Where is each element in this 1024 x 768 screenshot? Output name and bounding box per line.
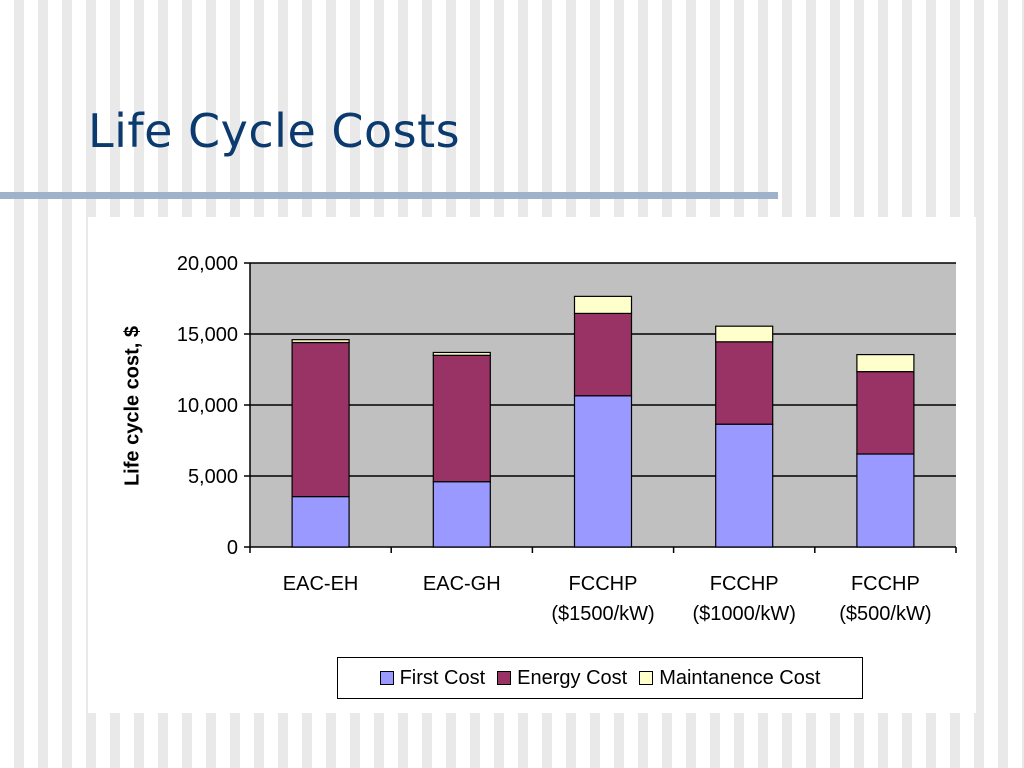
y-tick-label: 10,000 (177, 395, 238, 417)
bar-segment-energy-cost (432, 354, 491, 483)
bar-segment-first-cost (291, 495, 350, 548)
y-tick-label: 5,000 (188, 466, 238, 488)
x-tick-label: EAC-GH (423, 573, 501, 595)
bar-segment-energy-cost (715, 341, 774, 425)
bar-segment-energy-cost (291, 341, 350, 498)
slide-title: Life Cycle Costs (88, 104, 461, 158)
bar-segment-energy-cost (573, 312, 633, 397)
legend-item: First Cost (379, 666, 486, 690)
legend-item: Maintanence Cost (639, 667, 820, 690)
x-tick-label: FCCHP (710, 573, 779, 595)
bar-segment-maintanence-cost (291, 339, 350, 344)
y-axis-label: Life cycle cost, $ (121, 325, 144, 487)
title-divider (0, 192, 778, 199)
bar-segment-first-cost (856, 453, 915, 548)
bar-segment-maintanence-cost (715, 325, 774, 343)
chart-legend: First Cost Energy Cost Maintanence Cost (337, 657, 863, 699)
legend-item: Energy Cost (497, 667, 627, 690)
bar-segment-first-cost (573, 395, 633, 548)
bar-segment-maintanence-cost (573, 295, 633, 315)
legend-label: Maintanence Cost (659, 666, 821, 689)
bar-segment-first-cost (432, 481, 491, 548)
bar-segment-maintanence-cost (856, 353, 915, 373)
legend-label: First Cost (399, 666, 486, 689)
bar-segment-energy-cost (856, 371, 915, 455)
x-tick-label: FCCHP (569, 573, 638, 595)
legend-label: Energy Cost (517, 666, 628, 689)
x-tick-label: ($1500/kW) (551, 603, 654, 625)
x-tick-label: FCCHP (851, 573, 920, 595)
y-tick-label: 0 (227, 537, 238, 559)
x-tick-label: ($500/kW) (839, 603, 931, 625)
y-tick-label: 20,000 (177, 253, 238, 275)
legend-swatch (497, 671, 512, 685)
y-tick-label: 15,000 (177, 324, 238, 346)
legend-swatch (639, 671, 654, 685)
bar-segment-maintanence-cost (432, 351, 491, 356)
x-tick-label: EAC-EH (283, 573, 359, 595)
bar-segment-first-cost (715, 423, 774, 548)
x-tick-label: ($1000/kW) (693, 603, 796, 625)
legend-swatch (379, 671, 394, 685)
